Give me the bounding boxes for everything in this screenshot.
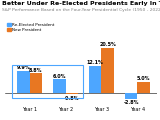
Bar (30, 73, 42, 93)
Bar (89, 66, 101, 93)
Text: 6.0%: 6.0% (52, 74, 66, 79)
Legend: Re-Elected President, New President: Re-Elected President, New President (7, 23, 55, 32)
Bar (125, 93, 137, 99)
Text: 9.9%: 9.9% (16, 65, 30, 70)
Text: 20.5%: 20.5% (99, 42, 116, 47)
Bar (53, 79, 66, 93)
Text: -2.8%: -2.8% (123, 100, 139, 105)
Text: 12.1%: 12.1% (87, 60, 104, 65)
Text: Better Under Re-Elected Presidents Early In Their Second Terms: Better Under Re-Elected Presidents Early… (2, 1, 160, 6)
Text: -0.8%: -0.8% (64, 96, 80, 101)
Bar (17, 71, 30, 93)
Text: S&P Performance Based on the Four-Year Presidential Cycle (1950 - 2022): S&P Performance Based on the Four-Year P… (2, 8, 160, 12)
Text: 5.0%: 5.0% (137, 76, 150, 81)
Bar (101, 48, 114, 93)
Bar (137, 82, 150, 93)
Text: 8.8%: 8.8% (29, 68, 43, 73)
Bar (66, 93, 78, 94)
